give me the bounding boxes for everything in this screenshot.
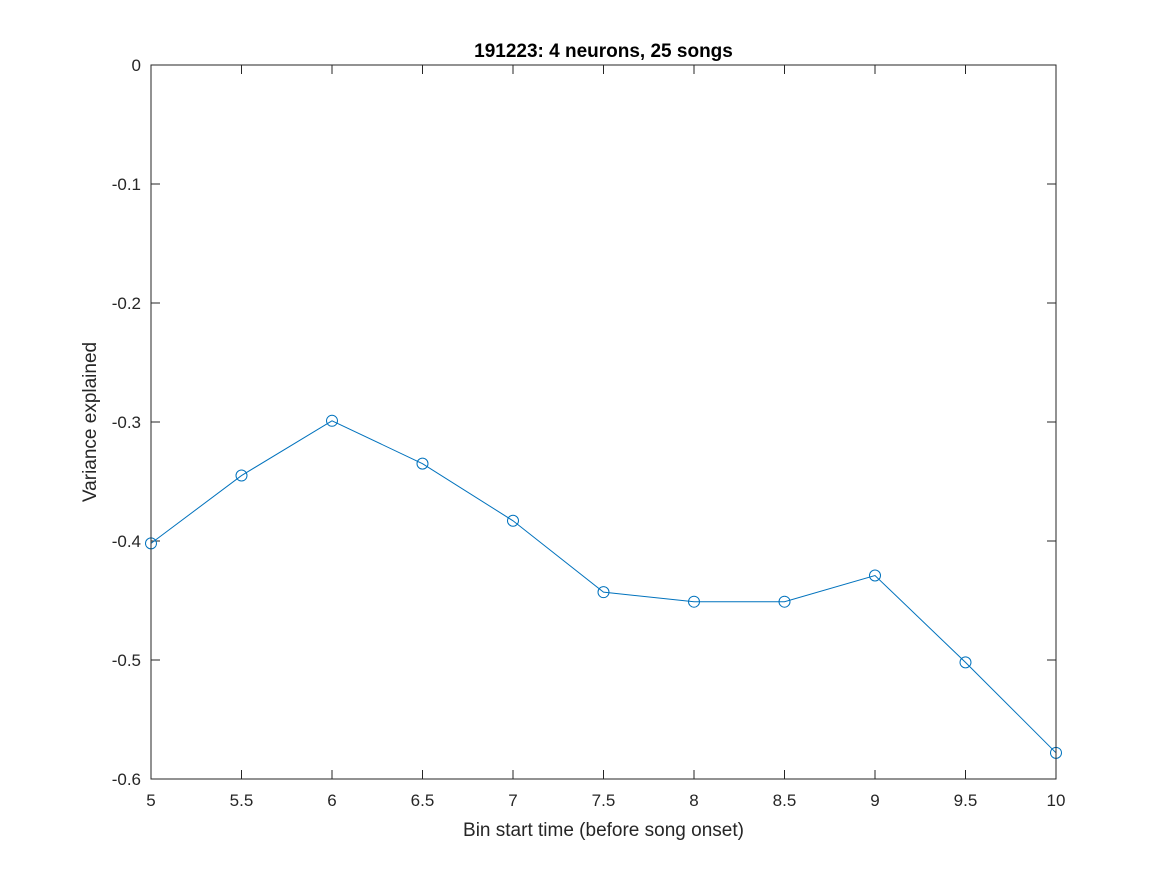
y-axis-label: Variance explained [80,342,101,502]
x-axis: 5 5.5 6 6.5 7 7.5 8 8.5 9 9.5 10 [146,65,1065,810]
x-tick-label: 10 [1047,791,1066,810]
x-tick-label: 9.5 [954,791,978,810]
plot-area [151,65,1056,779]
chart-title: 191223: 4 neurons, 25 songs [474,41,733,62]
x-axis-label: Bin start time (before song onset) [463,820,744,841]
y-tick-label: -0.5 [112,651,141,670]
y-tick-label: -0.4 [112,532,141,551]
x-tick-label: 6.5 [411,791,435,810]
x-tick-label: 6 [327,791,336,810]
x-tick-label: 8 [689,791,698,810]
y-tick-label: -0.1 [112,175,141,194]
series-line [150,420,1057,754]
y-tick-label: -0.2 [112,294,141,313]
x-tick-label: 5.5 [230,791,254,810]
data-point [688,595,700,608]
y-tick-label: -0.6 [112,770,141,789]
data-point [778,595,791,608]
data-point [959,656,972,669]
data-point [235,469,248,482]
y-axis: 0 -0.1 -0.2 -0.3 -0.4 -0.5 -0.6 [112,56,1056,789]
x-tick-label: 9 [870,791,879,810]
x-tick-label: 5 [146,791,155,810]
y-tick-label: 0 [132,56,141,75]
y-tick-label: -0.3 [112,413,141,432]
data-point [416,457,429,470]
data-point [869,569,881,582]
x-tick-label: 8.5 [773,791,797,810]
data-point [326,414,338,427]
x-tick-label: 7.5 [592,791,616,810]
x-tick-label: 7 [508,791,517,810]
data-point [507,514,519,527]
data-point [597,586,610,599]
plot-frame [150,64,1057,780]
